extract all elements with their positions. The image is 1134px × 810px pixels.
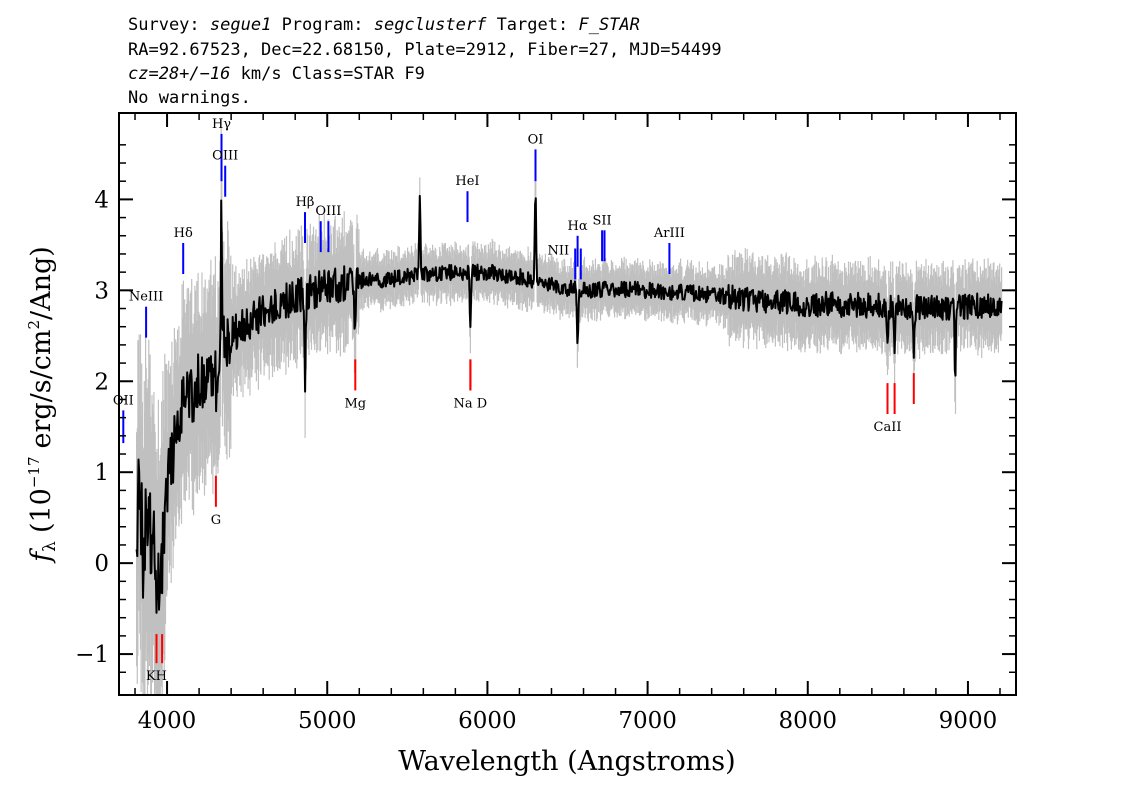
line-label-ariii: ArIII: [653, 226, 685, 241]
survey-value: segue1: [210, 15, 271, 35]
program-label: Program:: [282, 15, 364, 35]
y-title-unit: erg/s/cm: [26, 330, 57, 449]
y-title-square: 2: [25, 320, 43, 330]
x-tick-label: 5000: [298, 708, 357, 734]
line-label-sii: SII: [593, 213, 612, 228]
line-label-hei: HeI: [455, 174, 479, 189]
line-label-na: Na D: [454, 396, 488, 411]
y-tick-label: 4: [94, 187, 109, 213]
x-tick-label: 9000: [939, 708, 998, 734]
line-label-hα: Hα: [568, 219, 588, 234]
y-tick-label: 1: [94, 460, 109, 486]
x-axis-title: Wavelength (Angstroms): [398, 746, 735, 777]
x-tick-label: 7000: [618, 708, 677, 734]
header-line-4: No warnings.: [128, 88, 251, 108]
line-label-oiii: OIII: [212, 149, 238, 164]
line-label-hβ: Hβ: [296, 195, 315, 210]
y-tick-label: 2: [94, 369, 109, 395]
y-title-subscript: λ: [40, 541, 60, 552]
y-title-close: /Ang): [26, 246, 57, 320]
y-title-open: (10: [26, 488, 57, 533]
target-value: F_STAR: [578, 15, 639, 35]
line-label-oi: OI: [528, 132, 544, 147]
header-line-1: Survey: segue1 Program: segclusterf Targ…: [128, 15, 640, 35]
redshift-value: cz=28+/−16: [128, 64, 230, 84]
flux-line: [135, 194, 1003, 614]
error-band: [136, 117, 1003, 695]
line-label-mg: Mg: [344, 396, 366, 411]
y-tick-label: 0: [94, 551, 109, 577]
plot-data-layer: [135, 117, 1003, 695]
line-label-nii: NII: [548, 244, 570, 259]
survey-label: Survey:: [128, 15, 200, 35]
line-label-k: KH: [146, 669, 167, 684]
line-label-oiii: OIII: [315, 204, 341, 219]
line-label-hδ: Hδ: [174, 226, 193, 241]
y-tick-label: −1: [75, 642, 109, 668]
line-label-oii: OII: [113, 393, 134, 408]
x-tick-label: 8000: [778, 708, 837, 734]
line-label-g: G: [211, 513, 221, 528]
line-label-hγ: Hγ: [212, 117, 231, 132]
axis-ticks: 4000 5000 6000 7000 8000 9000 −1 0 1 2 3 4: [75, 113, 1016, 734]
class-text: km/s Class=STAR F9: [241, 64, 425, 84]
y-axis-title: fλ (10−17 erg/s/cm2/Ang): [25, 246, 60, 564]
y-title-exponent: −17: [25, 456, 43, 488]
plot-frame: [118, 112, 1017, 696]
target-label: Target:: [497, 15, 569, 35]
header-line-2: RA=92.67523, Dec=22.68150, Plate=2912, F…: [128, 40, 722, 60]
y-title-symbol: f: [26, 548, 57, 564]
line-label-caii: CaII: [874, 420, 902, 435]
line-label-neiii: NeIII: [129, 290, 163, 305]
y-tick-label: 3: [94, 278, 109, 304]
x-tick-label: 4000: [138, 708, 197, 734]
x-tick-label: 6000: [458, 708, 517, 734]
header-line-3: cz=28+/−16 km/s Class=STAR F9: [128, 64, 425, 84]
program-value: segclusterf: [374, 15, 487, 35]
